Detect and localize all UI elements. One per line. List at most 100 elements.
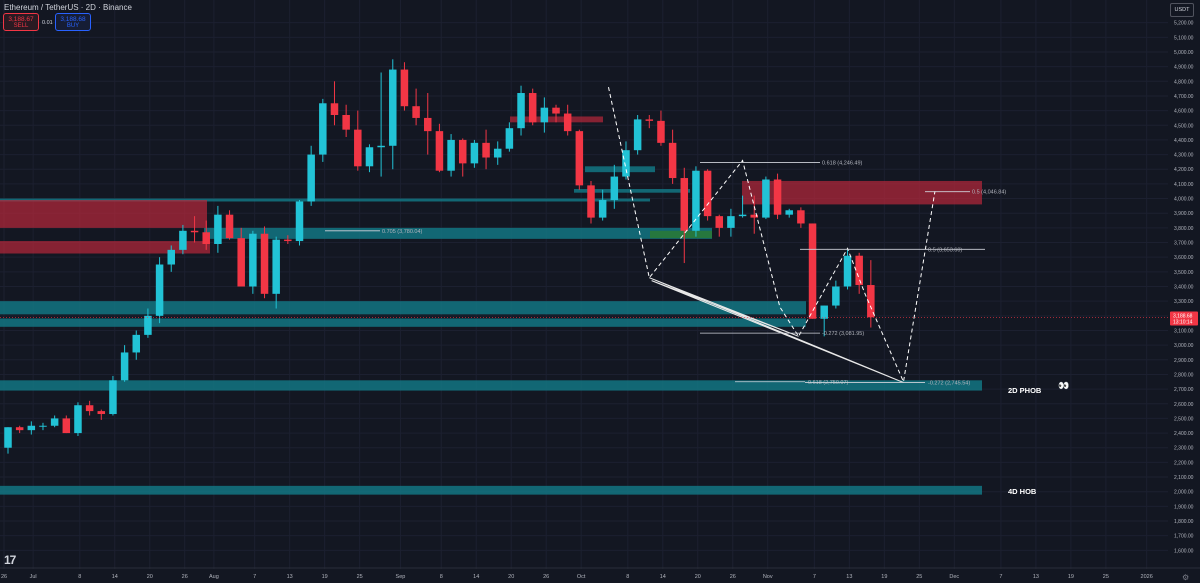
- y-tick-label: 4,400.00: [1174, 138, 1194, 144]
- last-price-label: 3,188.68: [1173, 313, 1193, 319]
- x-tick-label: 13: [1033, 574, 1039, 580]
- candle-body: [319, 103, 327, 155]
- candle-body: [50, 418, 59, 426]
- x-tick-label: 14: [473, 574, 479, 580]
- y-tick-label: 3,900.00: [1174, 211, 1194, 217]
- candle-body: [237, 238, 245, 287]
- candle-body: [528, 93, 537, 123]
- zone-teal: [0, 485, 982, 495]
- x-tick-label: 14: [660, 574, 666, 580]
- candle-body: [435, 131, 444, 171]
- candle-body: [307, 154, 315, 202]
- x-tick-label: 8: [626, 574, 629, 580]
- candle-body: [365, 147, 374, 167]
- gear-icon[interactable]: ⚙: [1182, 573, 1190, 582]
- x-tick-label: Dec: [949, 574, 959, 580]
- candle-body: [412, 106, 420, 118]
- y-tick-label: 4,000.00: [1174, 197, 1194, 203]
- symbol-title: Ethereum / TetherUS · 2D · Binance: [4, 3, 132, 12]
- y-tick-label: 3,400.00: [1174, 285, 1194, 291]
- candle-body: [342, 115, 350, 130]
- zone-label-2d-phob: 2D PHOB: [1008, 386, 1042, 395]
- zone-teal: [0, 198, 650, 202]
- x-tick-label: 25: [357, 574, 363, 580]
- candle-body: [424, 117, 432, 132]
- candle-body: [493, 148, 502, 158]
- wedge-shape: [649, 277, 904, 383]
- candle-body: [703, 170, 712, 217]
- x-tick-label: 26: [1, 574, 7, 580]
- y-tick-label: 3,700.00: [1174, 241, 1194, 247]
- candle-body: [668, 142, 677, 179]
- y-tick-label: 5,100.00: [1174, 35, 1194, 41]
- y-tick-label: 3,000.00: [1174, 343, 1194, 349]
- candle-body: [622, 150, 630, 177]
- y-tick-label: 2,500.00: [1174, 416, 1194, 422]
- zone-teal: [574, 189, 690, 193]
- candle-body: [97, 411, 106, 415]
- candle-body: [750, 214, 758, 218]
- x-tick-label: 8: [440, 574, 443, 580]
- candle-body: [867, 285, 875, 318]
- candle-body: [272, 239, 280, 294]
- y-tick-label: 1,800.00: [1174, 519, 1194, 525]
- y-tick-label: 2,900.00: [1174, 358, 1194, 364]
- x-tick-label: Oct: [577, 574, 586, 580]
- candle-body: [587, 185, 595, 218]
- candle-body: [39, 425, 47, 427]
- y-tick-label: 4,600.00: [1174, 109, 1194, 115]
- candle-body: [400, 69, 409, 107]
- x-tick-label: 25: [916, 574, 922, 580]
- x-tick-label: 19: [1068, 574, 1074, 580]
- fib-label: -0.272 (2,745.54): [928, 380, 970, 386]
- y-tick-label: 4,500.00: [1174, 123, 1194, 129]
- candle-body: [633, 119, 642, 151]
- candle-body: [354, 129, 362, 167]
- x-tick-label: 8: [78, 574, 81, 580]
- x-tick-label: Aug: [209, 574, 219, 580]
- sell-button[interactable]: 3,188.67 SELL: [3, 13, 39, 31]
- x-tick-label: 7: [253, 574, 256, 580]
- zone-red: [0, 241, 210, 254]
- fib-label: 0.618 (4,246.49): [822, 160, 863, 166]
- y-tick-label: 2,000.00: [1174, 490, 1194, 496]
- zone-teal: [204, 227, 712, 239]
- y-tick-label: 4,200.00: [1174, 167, 1194, 173]
- candle-body: [458, 139, 467, 164]
- y-tick-label: 2,100.00: [1174, 475, 1194, 481]
- sell-label: SELL: [13, 23, 29, 29]
- candle-body: [855, 255, 863, 286]
- candle-body: [540, 107, 549, 123]
- x-tick-label: 26: [543, 574, 549, 580]
- fib-label: 0.5 (3,653.60): [928, 247, 962, 253]
- candle-body: [727, 216, 735, 228]
- x-tick-label: 20: [695, 574, 701, 580]
- zone-teal: [585, 166, 655, 173]
- buy-button[interactable]: 3,188.68 BUY: [55, 13, 91, 31]
- candle-body: [330, 103, 339, 116]
- y-tick-label: 2,700.00: [1174, 387, 1194, 393]
- zone-label-4d-hob: 4D HOB: [1008, 487, 1037, 496]
- candle-body: [190, 230, 199, 233]
- candle-body: [563, 113, 572, 132]
- y-tick-label: 2,300.00: [1174, 446, 1194, 452]
- eyes-emoji: 👀: [1058, 381, 1069, 391]
- candle-body: [132, 334, 141, 353]
- candle-body: [645, 119, 654, 121]
- candle-body: [692, 170, 700, 231]
- x-tick-label: Nov: [763, 574, 773, 580]
- candle-body: [482, 142, 490, 158]
- y-tick-label: 1,900.00: [1174, 504, 1194, 510]
- candle-body: [773, 179, 782, 215]
- candle-body: [680, 178, 689, 231]
- candle-body: [575, 131, 584, 186]
- zone-teal: [0, 318, 806, 327]
- candle-body: [225, 214, 234, 239]
- x-tick-label: 25: [1103, 574, 1109, 580]
- x-tick-label: 26: [182, 574, 188, 580]
- tradingview-logo-icon[interactable]: 17: [4, 553, 16, 567]
- currency-selector[interactable]: USDT: [1170, 3, 1194, 17]
- spread-value: 0.01: [42, 20, 53, 26]
- y-tick-label: 1,700.00: [1174, 534, 1194, 540]
